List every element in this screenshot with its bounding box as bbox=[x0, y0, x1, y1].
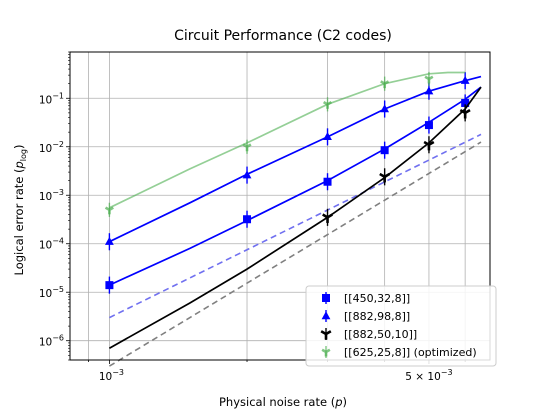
data-point bbox=[380, 146, 389, 155]
legend-marker bbox=[321, 348, 331, 357]
series-4 bbox=[104, 71, 466, 217]
data-point bbox=[322, 213, 334, 223]
marker-arm bbox=[242, 143, 248, 148]
legend-label: [[625,25,8]] (optimized) bbox=[344, 346, 477, 359]
data-point bbox=[323, 177, 332, 186]
marker-arm bbox=[428, 75, 434, 81]
reference-line bbox=[109, 133, 482, 319]
data-point bbox=[105, 236, 114, 245]
reference-line bbox=[108, 141, 482, 367]
data-point bbox=[243, 215, 252, 224]
y-axis-title: Logical error rate (plog) bbox=[12, 145, 28, 276]
marker-arm bbox=[428, 140, 435, 146]
data-point bbox=[461, 98, 470, 107]
y-tick-label: 10−3 bbox=[39, 188, 64, 203]
data-point bbox=[380, 104, 390, 113]
data-point bbox=[379, 172, 391, 183]
legend-marker bbox=[322, 294, 330, 302]
legend: [[450,32,8]] [[882,98,8]] [[882,50,10]] [[6… bbox=[305, 285, 497, 367]
data-point bbox=[424, 75, 434, 84]
x-axis-title: Physical noise rate (p) bbox=[219, 395, 347, 409]
marker-arm bbox=[322, 100, 329, 106]
data-point bbox=[105, 281, 114, 290]
axis-ticks: 10−6 10−5 10−4 10−3 10−2 10−1 10−3 5 × 10−3 bbox=[39, 51, 466, 383]
legend-label: [[450,32,8]] bbox=[344, 292, 410, 305]
series-layer bbox=[104, 71, 482, 349]
marker-arm bbox=[423, 140, 430, 146]
marker-arm bbox=[424, 75, 430, 81]
data-point bbox=[423, 140, 435, 151]
data-point bbox=[323, 132, 332, 141]
x-tick-label: 10−3 bbox=[99, 368, 124, 383]
y-tick-label: 10−2 bbox=[39, 140, 64, 155]
marker-arm bbox=[322, 213, 329, 219]
data-point bbox=[424, 86, 434, 95]
marker-arm bbox=[325, 348, 331, 354]
marker-arm bbox=[104, 206, 111, 211]
marker-arm bbox=[383, 80, 390, 85]
legend-marker bbox=[320, 330, 332, 340]
legend-marker bbox=[321, 311, 331, 320]
marker-arm bbox=[321, 348, 327, 354]
marker-arm bbox=[108, 206, 114, 211]
data-point bbox=[459, 108, 471, 119]
marker-arm bbox=[464, 108, 471, 114]
series-1 bbox=[105, 86, 482, 294]
data-point bbox=[460, 75, 470, 84]
data-point bbox=[104, 206, 114, 215]
data-point bbox=[322, 100, 333, 109]
legend-box bbox=[305, 285, 497, 367]
marker-arm bbox=[246, 143, 252, 148]
marker-arm bbox=[320, 330, 327, 336]
marker-arm bbox=[326, 100, 333, 106]
data-point bbox=[424, 121, 433, 130]
series-2 bbox=[105, 72, 482, 251]
fit-line bbox=[109, 86, 482, 286]
marker-arm bbox=[379, 172, 386, 178]
marker-arm bbox=[325, 330, 332, 336]
marker-arm bbox=[459, 108, 466, 114]
data-point bbox=[242, 143, 252, 152]
x-tick-label: 5 × 10−3 bbox=[405, 368, 452, 383]
marker-arm bbox=[383, 172, 391, 178]
reference-lines bbox=[108, 133, 482, 367]
legend-label: [[882,50,10]] bbox=[344, 328, 417, 341]
data-point bbox=[242, 170, 252, 179]
chart-title: Circuit Performance (C2 codes) bbox=[174, 28, 392, 44]
fit-line bbox=[108, 86, 482, 349]
legend-label: [[882,98,8]] bbox=[344, 310, 410, 323]
fit-line bbox=[109, 75, 482, 243]
data-point bbox=[380, 80, 390, 89]
series-3 bbox=[108, 86, 482, 349]
y-tick-label: 10−6 bbox=[39, 334, 64, 349]
y-tick-label: 10−5 bbox=[39, 285, 64, 300]
fit-line bbox=[109, 71, 466, 209]
y-tick-label: 10−4 bbox=[39, 237, 64, 252]
y-tick-label: 10−1 bbox=[39, 91, 64, 106]
marker-arm bbox=[380, 80, 386, 85]
marker-arm bbox=[326, 213, 334, 219]
